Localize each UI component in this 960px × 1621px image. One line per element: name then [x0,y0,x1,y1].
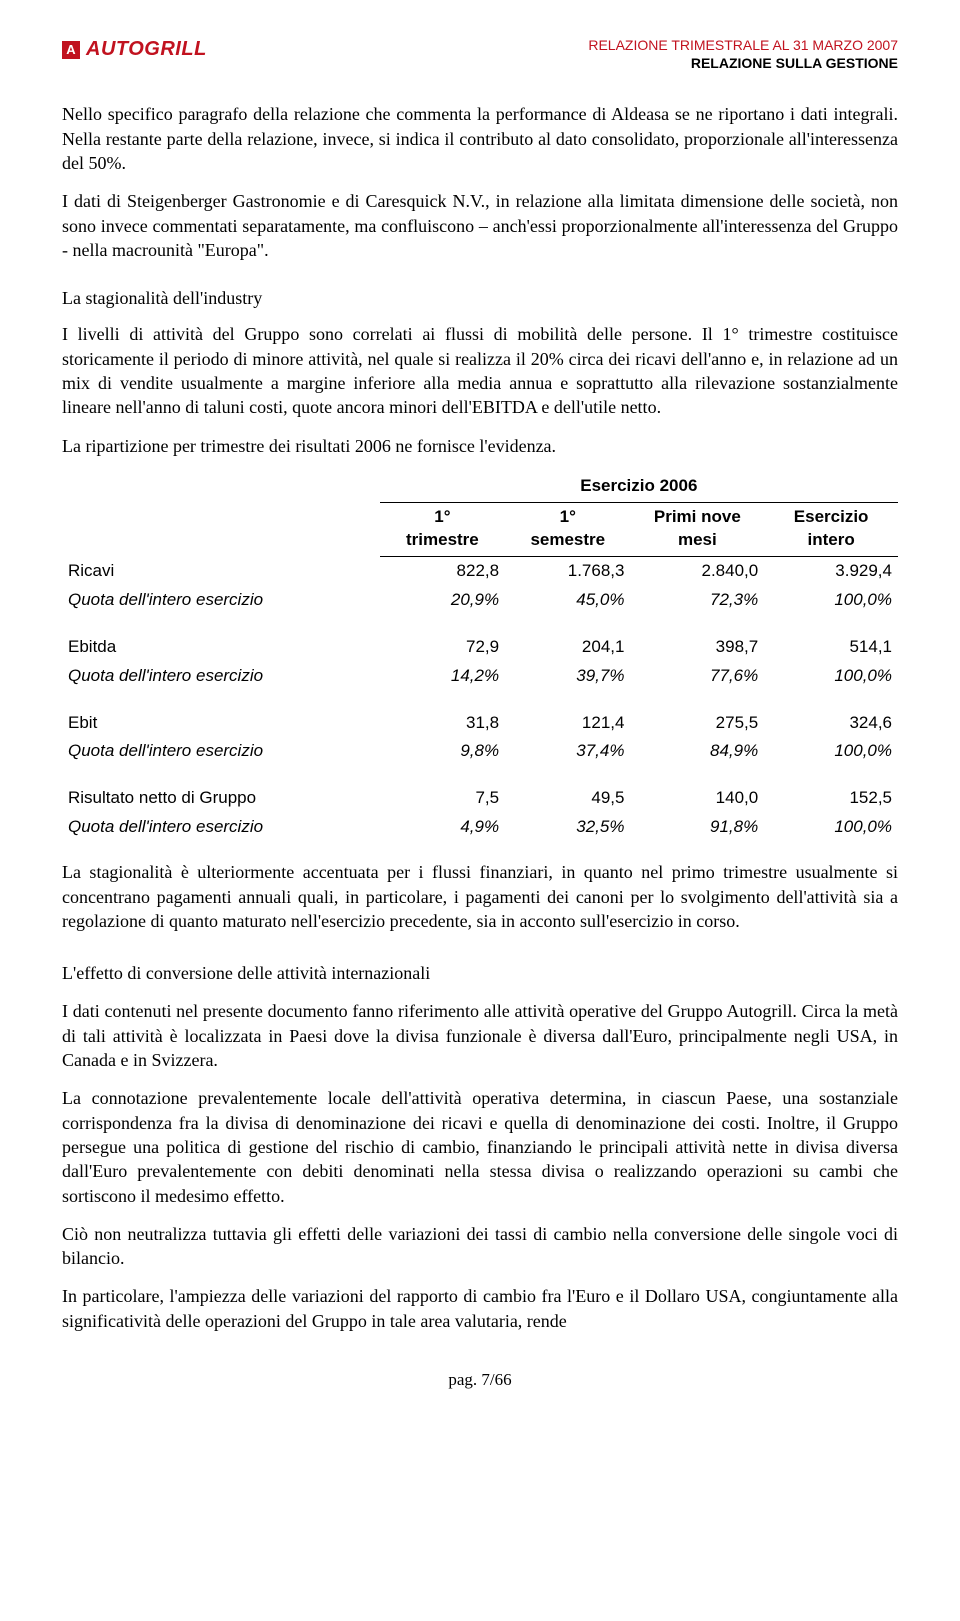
row-label-quota: Quota dell'intero esercizio [62,737,380,766]
table-header-empty [62,472,380,502]
cell-value: 1.768,3 [505,556,630,585]
logo-text: AUTOGRILL [86,36,207,63]
results-table: Esercizio 2006 1°trimestre 1°semestre Pr… [62,472,898,842]
cell-quota: 72,3% [630,586,764,615]
cell-value: 7,5 [380,784,505,813]
section-heading-stagionalita: La stagionalità dell'industry [62,286,898,310]
paragraph: Nello specifico paragrafo della relazion… [62,102,898,175]
cell-quota: 20,9% [380,586,505,615]
paragraph: La stagionalità è ulteriormente accentua… [62,860,898,933]
cell-quota: 100,0% [764,737,898,766]
cell-value: 31,8 [380,709,505,738]
cell-quota: 77,6% [630,662,764,691]
cell-value: 398,7 [630,633,764,662]
table-header-empty [62,502,380,556]
row-label-quota: Quota dell'intero esercizio [62,586,380,615]
paragraph: La ripartizione per trimestre dei risult… [62,434,898,458]
col-header-semestre: 1°semestre [505,502,630,556]
col-header-intero: Eserciziointero [764,502,898,556]
cell-value: 72,9 [380,633,505,662]
table-super-header: Esercizio 2006 [380,472,898,502]
cell-value: 2.840,0 [630,556,764,585]
paragraph: I dati di Steigenberger Gastronomie e di… [62,189,898,262]
cell-value: 275,5 [630,709,764,738]
page-header: A AUTOGRILL RELAZIONE TRIMESTRALE AL 31 … [62,36,898,72]
paragraph: La connotazione prevalentemente locale d… [62,1086,898,1207]
section-heading-effetto: L'effetto di conversione delle attività … [62,961,898,985]
col-header-trimestre: 1°trimestre [380,502,505,556]
cell-value: 152,5 [764,784,898,813]
cell-value: 121,4 [505,709,630,738]
cell-value: 324,6 [764,709,898,738]
header-right: RELAZIONE TRIMESTRALE AL 31 MARZO 2007 R… [588,36,898,72]
row-label-quota: Quota dell'intero esercizio [62,662,380,691]
table-row-quota: Quota dell'intero esercizio4,9%32,5%91,8… [62,813,898,842]
paragraph: I dati contenuti nel presente documento … [62,999,898,1072]
table-row: Risultato netto di Gruppo7,549,5140,0152… [62,784,898,813]
table-row: Ricavi822,81.768,32.840,03.929,4 [62,556,898,585]
cell-quota: 100,0% [764,813,898,842]
cell-value: 140,0 [630,784,764,813]
page-footer: pag. 7/66 [62,1369,898,1392]
paragraph: I livelli di attività del Gruppo sono co… [62,322,898,419]
page: A AUTOGRILL RELAZIONE TRIMESTRALE AL 31 … [0,0,960,1422]
cell-quota: 32,5% [505,813,630,842]
logo: A AUTOGRILL [62,36,207,63]
table-row-quota: Quota dell'intero esercizio14,2%39,7%77,… [62,662,898,691]
paragraph: In particolare, l'ampiezza delle variazi… [62,1284,898,1333]
row-label: Ebit [62,709,380,738]
cell-quota: 100,0% [764,586,898,615]
cell-value: 204,1 [505,633,630,662]
cell-quota: 45,0% [505,586,630,615]
report-title-line2: RELAZIONE SULLA GESTIONE [588,54,898,72]
cell-value: 514,1 [764,633,898,662]
report-title-line1: RELAZIONE TRIMESTRALE AL 31 MARZO 2007 [588,36,898,54]
table-head: Esercizio 2006 1°trimestre 1°semestre Pr… [62,472,898,556]
cell-quota: 9,8% [380,737,505,766]
paragraph: Ciò non neutralizza tuttavia gli effetti… [62,1222,898,1271]
row-label: Ricavi [62,556,380,585]
table-row-quota: Quota dell'intero esercizio9,8%37,4%84,9… [62,737,898,766]
table-row-quota: Quota dell'intero esercizio20,9%45,0%72,… [62,586,898,615]
cell-quota: 100,0% [764,662,898,691]
cell-value: 3.929,4 [764,556,898,585]
cell-quota: 39,7% [505,662,630,691]
cell-quota: 14,2% [380,662,505,691]
col-header-nove-mesi: Primi novemesi [630,502,764,556]
row-label: Ebitda [62,633,380,662]
cell-quota: 84,9% [630,737,764,766]
logo-mark-icon: A [62,41,80,59]
cell-value: 49,5 [505,784,630,813]
table-row: Ebit31,8121,4275,5324,6 [62,709,898,738]
row-label: Risultato netto di Gruppo [62,784,380,813]
table-body: Ricavi822,81.768,32.840,03.929,4Quota de… [62,556,898,842]
cell-value: 822,8 [380,556,505,585]
cell-quota: 4,9% [380,813,505,842]
row-label-quota: Quota dell'intero esercizio [62,813,380,842]
cell-quota: 37,4% [505,737,630,766]
cell-quota: 91,8% [630,813,764,842]
table-row: Ebitda72,9204,1398,7514,1 [62,633,898,662]
